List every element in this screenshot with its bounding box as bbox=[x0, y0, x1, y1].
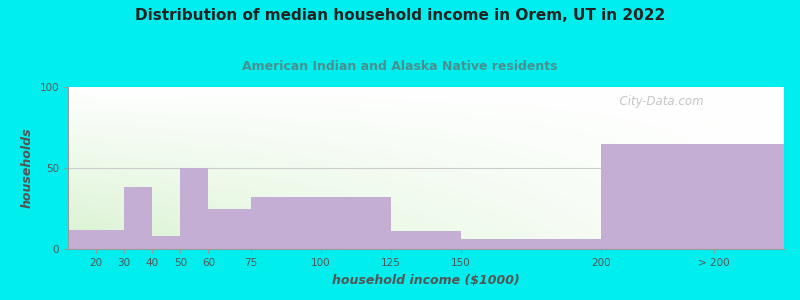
Bar bbox=[391, 231, 461, 249]
Text: City-Data.com: City-Data.com bbox=[612, 95, 704, 108]
Bar bbox=[250, 197, 391, 249]
Bar bbox=[208, 208, 250, 249]
Bar bbox=[602, 144, 784, 249]
Bar bbox=[180, 168, 208, 249]
X-axis label: household income ($1000): household income ($1000) bbox=[332, 274, 520, 286]
Y-axis label: households: households bbox=[21, 128, 34, 208]
Text: Distribution of median household income in Orem, UT in 2022: Distribution of median household income … bbox=[135, 8, 665, 22]
Bar bbox=[68, 230, 124, 249]
Bar bbox=[124, 188, 152, 249]
Text: American Indian and Alaska Native residents: American Indian and Alaska Native reside… bbox=[242, 60, 558, 73]
Bar bbox=[152, 236, 180, 249]
Bar bbox=[461, 239, 602, 249]
